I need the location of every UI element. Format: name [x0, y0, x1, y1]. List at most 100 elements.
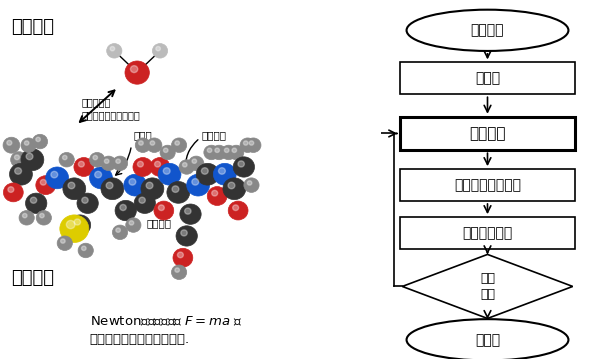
- Circle shape: [82, 197, 88, 203]
- Circle shape: [180, 204, 201, 224]
- Circle shape: [172, 265, 187, 280]
- Circle shape: [204, 145, 219, 160]
- Circle shape: [192, 179, 199, 185]
- Circle shape: [207, 148, 212, 152]
- Circle shape: [112, 225, 128, 240]
- Circle shape: [160, 145, 175, 160]
- Circle shape: [218, 168, 226, 174]
- Circle shape: [146, 138, 162, 152]
- Circle shape: [202, 168, 208, 174]
- Circle shape: [89, 152, 105, 167]
- Circle shape: [22, 213, 27, 218]
- Circle shape: [139, 197, 145, 203]
- Circle shape: [46, 167, 68, 189]
- Circle shape: [158, 205, 164, 211]
- Circle shape: [104, 159, 109, 163]
- Circle shape: [130, 66, 138, 73]
- Circle shape: [101, 156, 116, 171]
- Circle shape: [25, 141, 29, 145]
- Circle shape: [36, 176, 56, 195]
- Circle shape: [172, 186, 179, 192]
- Circle shape: [146, 182, 153, 189]
- Text: 数値積分により力を求める.: 数値積分により力を求める.: [89, 333, 190, 346]
- Circle shape: [31, 197, 37, 203]
- Circle shape: [224, 148, 229, 152]
- Text: 結合力: 結合力: [133, 130, 152, 140]
- Text: クーロン力
ファンデルワールス力: クーロン力 ファンデルワールス力: [82, 98, 140, 120]
- Text: 収束
判定: 収束 判定: [480, 272, 495, 301]
- Circle shape: [82, 246, 86, 250]
- Circle shape: [70, 215, 91, 235]
- Circle shape: [135, 138, 151, 152]
- Circle shape: [211, 145, 227, 160]
- Circle shape: [249, 141, 254, 145]
- Circle shape: [182, 163, 187, 167]
- Circle shape: [154, 201, 174, 220]
- Circle shape: [247, 181, 252, 185]
- Circle shape: [19, 211, 34, 225]
- Circle shape: [10, 163, 32, 185]
- Circle shape: [57, 236, 73, 250]
- Bar: [400, 217, 575, 249]
- Text: 結合角力: 結合角力: [146, 218, 172, 228]
- Circle shape: [244, 141, 248, 145]
- Circle shape: [120, 204, 126, 211]
- Circle shape: [240, 138, 255, 152]
- Circle shape: [215, 148, 220, 152]
- Circle shape: [115, 200, 136, 221]
- Text: 生体分子: 生体分子: [11, 269, 55, 287]
- Circle shape: [4, 183, 23, 202]
- Circle shape: [232, 148, 236, 152]
- Circle shape: [63, 178, 86, 200]
- Circle shape: [172, 138, 187, 152]
- Circle shape: [158, 163, 181, 185]
- Circle shape: [59, 152, 74, 167]
- Circle shape: [61, 239, 65, 243]
- Circle shape: [187, 174, 209, 196]
- Circle shape: [93, 155, 98, 160]
- Circle shape: [221, 145, 236, 160]
- Text: Newtonの運動方程式 $F = ma$ を: Newtonの運動方程式 $F = ma$ を: [89, 315, 242, 328]
- Circle shape: [112, 156, 128, 171]
- Circle shape: [214, 163, 236, 185]
- Circle shape: [77, 193, 98, 213]
- Circle shape: [139, 141, 143, 145]
- Circle shape: [134, 193, 155, 213]
- Circle shape: [155, 161, 161, 167]
- Circle shape: [178, 252, 184, 258]
- Circle shape: [212, 190, 218, 196]
- Circle shape: [179, 160, 194, 174]
- Circle shape: [21, 149, 44, 171]
- Circle shape: [150, 141, 155, 145]
- Circle shape: [26, 193, 47, 213]
- Circle shape: [14, 168, 22, 174]
- Circle shape: [175, 268, 179, 272]
- Circle shape: [126, 218, 141, 232]
- Circle shape: [181, 230, 187, 236]
- Circle shape: [62, 155, 67, 160]
- Circle shape: [133, 158, 153, 176]
- Circle shape: [68, 182, 75, 189]
- Circle shape: [124, 174, 146, 196]
- Bar: [400, 117, 575, 150]
- Circle shape: [150, 158, 170, 176]
- Circle shape: [60, 215, 89, 242]
- Circle shape: [3, 137, 20, 153]
- Circle shape: [21, 138, 36, 152]
- Circle shape: [192, 159, 197, 163]
- Circle shape: [67, 220, 75, 229]
- Circle shape: [74, 219, 80, 225]
- Circle shape: [156, 46, 160, 51]
- Circle shape: [129, 221, 134, 225]
- Circle shape: [207, 187, 227, 205]
- Circle shape: [110, 46, 115, 51]
- Circle shape: [244, 178, 259, 192]
- Circle shape: [188, 156, 204, 171]
- Circle shape: [141, 178, 164, 200]
- Text: 初期化: 初期化: [475, 72, 500, 85]
- Bar: [400, 62, 575, 94]
- Text: 二面角力: 二面角力: [201, 130, 226, 140]
- Text: 力の計算: 力の計算: [469, 126, 506, 141]
- Circle shape: [116, 159, 121, 163]
- Circle shape: [101, 178, 124, 200]
